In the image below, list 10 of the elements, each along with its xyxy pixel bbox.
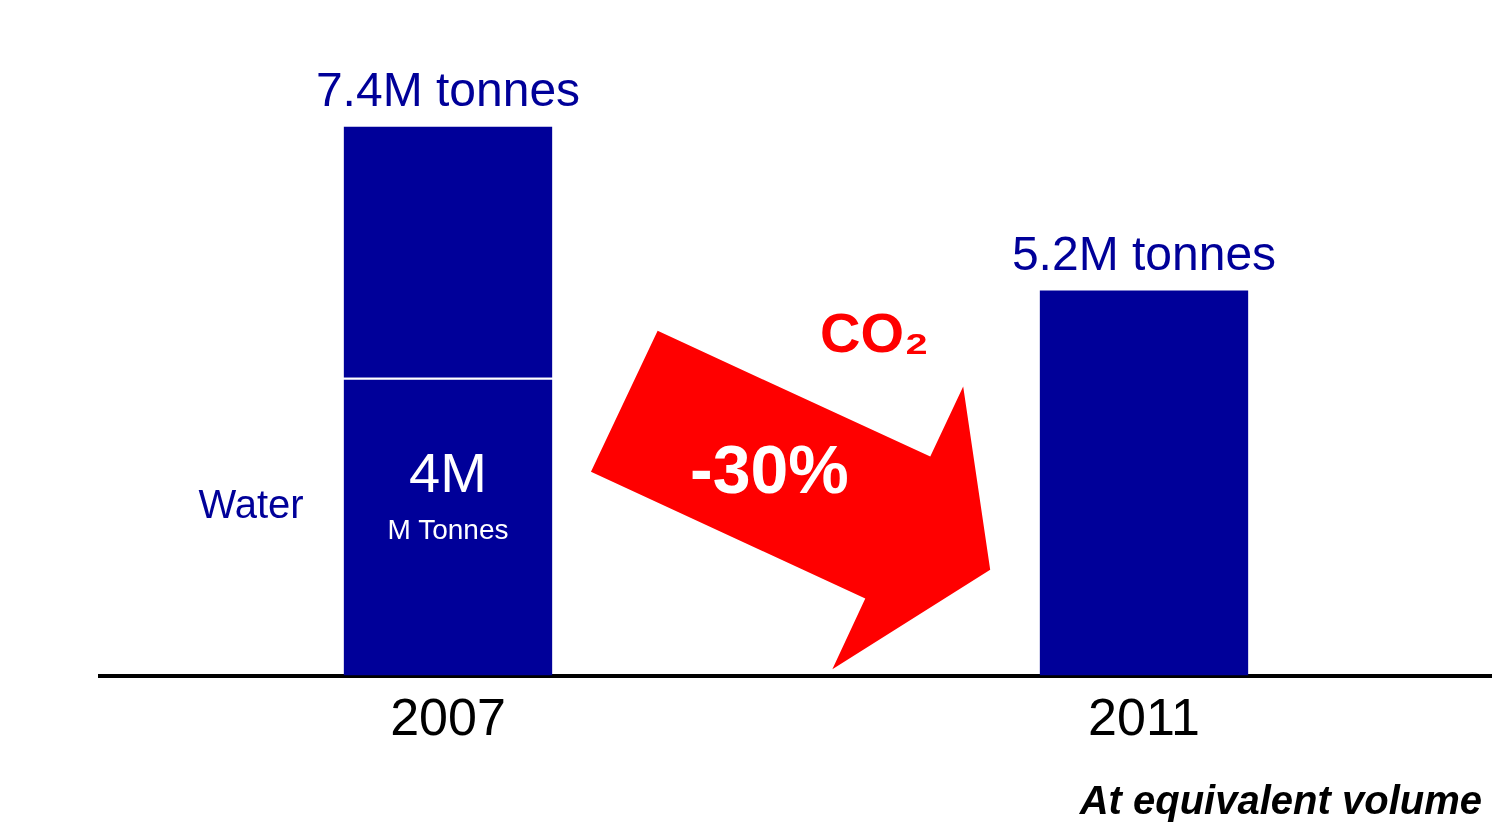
x-tick-label: 2011 <box>1088 688 1200 747</box>
annotation: CO₂ <box>820 300 929 365</box>
text: At equivalent volume <box>1079 778 1482 823</box>
total-label: 7.4M tonnes <box>315 62 581 116</box>
annotation: M Tonnes <box>387 514 509 546</box>
annotation: -30% <box>690 430 849 508</box>
total-label: 5.2M tonnes <box>1011 226 1277 280</box>
data-label: 4M <box>409 441 487 505</box>
series-label: Water <box>198 481 304 526</box>
x-tick-label: 2007 <box>390 688 506 747</box>
